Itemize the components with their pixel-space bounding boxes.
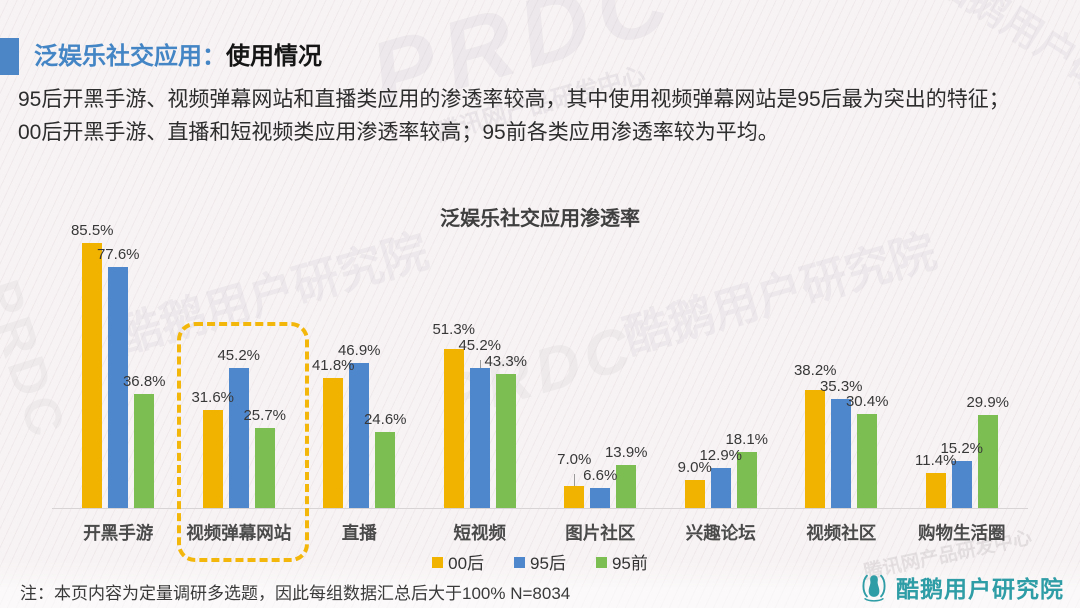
bar-group: 85.5% 77.6% 36.8% 开黑手游: [58, 221, 179, 565]
bar-95前: [254, 428, 275, 508]
bar-value-label: 43.3%: [484, 352, 528, 370]
bar-00后: [202, 410, 223, 508]
bar-95前: [857, 413, 878, 508]
bar-95后: [349, 362, 370, 508]
bar-95后: [710, 468, 731, 508]
bar-value-label: 7.0%: [557, 450, 592, 468]
bar-cluster: [443, 348, 516, 508]
bar-group: 9.0% 12.9% 18.1% 兴趣论坛: [661, 225, 782, 565]
legend-item-95前: 95前: [595, 549, 648, 574]
legend-swatch: [514, 556, 526, 568]
bar-value-label: 31.6%: [191, 389, 235, 407]
bar-chart: 85.5% 77.6% 36.8% 开黑手游 31.6% 45.2% 25.7% 视频弹幕网站…: [52, 221, 1028, 565]
bar-95后: [831, 398, 852, 508]
bar-95前: [736, 451, 757, 508]
bar-95后: [228, 367, 249, 508]
category-label: 视频弹幕网站: [186, 523, 292, 543]
bar-95前: [616, 464, 637, 508]
bar-value-label: 29.9%: [966, 394, 1010, 412]
legend-label: 95后: [530, 554, 566, 573]
bar-group: 51.3% 45.2% 43.3% 短视频: [420, 225, 541, 565]
bar-95前: [134, 393, 155, 508]
chart-legend: 00后 95后 95前: [0, 549, 1080, 574]
bar-value-label: 11.4%: [915, 451, 957, 469]
bar-group: 41.8% 46.9% 24.6% 直播: [299, 225, 420, 565]
legend-item-95后: 95后: [514, 549, 566, 574]
bar-cluster: [925, 415, 998, 508]
bar-value-label: 36.8%: [122, 372, 166, 390]
bar-00后: [805, 389, 826, 508]
bar-value-label: 45.2%: [458, 336, 502, 354]
category-label: 视频社区: [806, 523, 877, 543]
bar-group: 38.2% 35.3% 30.4% 视频社区: [781, 225, 902, 565]
penguin-logo-icon: [862, 574, 886, 602]
bar-value-label: 15.2%: [940, 439, 984, 457]
x-axis-line: [52, 508, 1028, 509]
bar-value-label: 9.0%: [677, 459, 712, 477]
bar-95后: [590, 487, 611, 508]
category-label: 短视频: [453, 523, 507, 543]
bar-00后: [443, 348, 464, 508]
category-label: 购物生活圈: [918, 523, 1006, 543]
label-leader-line: [574, 473, 576, 487]
bar-00后: [925, 472, 946, 508]
bar-value-label: 6.6%: [583, 466, 618, 484]
bar-group: 31.6% 45.2% 25.7% 视频弹幕网站: [179, 225, 300, 565]
brand-logo-text: 酷鹅用户研究院: [896, 576, 1064, 602]
bar-value-label: 12.9%: [699, 447, 743, 465]
bar-cluster: [564, 464, 637, 508]
bar-cluster: [805, 389, 878, 508]
page-title-highlight: 泛娱乐社交应用：: [34, 43, 226, 70]
chart-title: 泛娱乐社交应用渗透率: [440, 208, 640, 230]
bar-95后: [108, 267, 129, 508]
legend-item-00后: 00后: [432, 549, 484, 574]
brand-logo: 酷鹅用户研究院: [858, 570, 1064, 604]
category-label: 兴趣论坛: [685, 523, 756, 543]
bar-value-label: 46.9%: [337, 341, 381, 359]
bar-value-label: 41.8%: [311, 357, 355, 375]
page-title: 泛娱乐社交应用：使用情况: [34, 36, 322, 71]
bar-00后: [564, 486, 585, 508]
bar-group: 11.4% 15.2% 29.9% 购物生活圈: [902, 225, 1023, 565]
bar-00后: [684, 480, 705, 508]
bar-value-label: 24.6%: [363, 410, 407, 428]
bar-cluster: [323, 362, 396, 508]
legend-swatch: [432, 556, 444, 568]
title-accent-bar: [0, 38, 19, 75]
bar-value-label: 30.4%: [845, 392, 889, 410]
bar-cluster: [684, 451, 757, 508]
bar-cluster: [82, 242, 155, 508]
bar-value-label: 18.1%: [725, 430, 769, 448]
footnote: 注：本页内容为定量调研多选题，因此每组数据汇总后大于100% N=8034: [20, 584, 571, 603]
bar-95前: [977, 415, 998, 508]
bar-value-label: 13.9%: [604, 443, 648, 461]
legend-swatch: [595, 556, 607, 568]
bar-value-label: 51.3%: [432, 320, 476, 338]
bar-value-label: 38.2%: [793, 361, 837, 379]
highlight-box: [176, 322, 309, 562]
bar-95前: [375, 431, 396, 508]
bar-group: 7.0% 6.6% 13.9% 图片社区: [540, 225, 661, 565]
bar-value-label: 77.6%: [96, 246, 140, 264]
bar-value-label: 85.5%: [70, 221, 114, 239]
bar-value-label: 35.3%: [819, 377, 863, 395]
page-title-rest: 使用情况: [226, 43, 322, 70]
bar-95后: [951, 460, 972, 508]
label-leader-line: [479, 359, 481, 368]
category-label: 图片社区: [565, 523, 636, 543]
bar-95前: [495, 373, 516, 508]
bar-00后: [82, 242, 103, 508]
category-label: 直播: [341, 523, 377, 543]
legend-label: 95前: [611, 554, 648, 573]
summary-text: 95后开黑手游、视频弹幕网站和直播类应用的渗透率较高，其中使用视频弹幕网站是95…: [18, 88, 1010, 144]
bar-00后: [323, 378, 344, 508]
bar-cluster: [202, 367, 275, 508]
bar-value-label: 25.7%: [243, 407, 287, 425]
bar-95后: [469, 367, 490, 508]
category-label: 开黑手游: [83, 523, 154, 543]
bar-value-label: 45.2%: [217, 346, 261, 364]
legend-label: 00后: [448, 554, 485, 573]
